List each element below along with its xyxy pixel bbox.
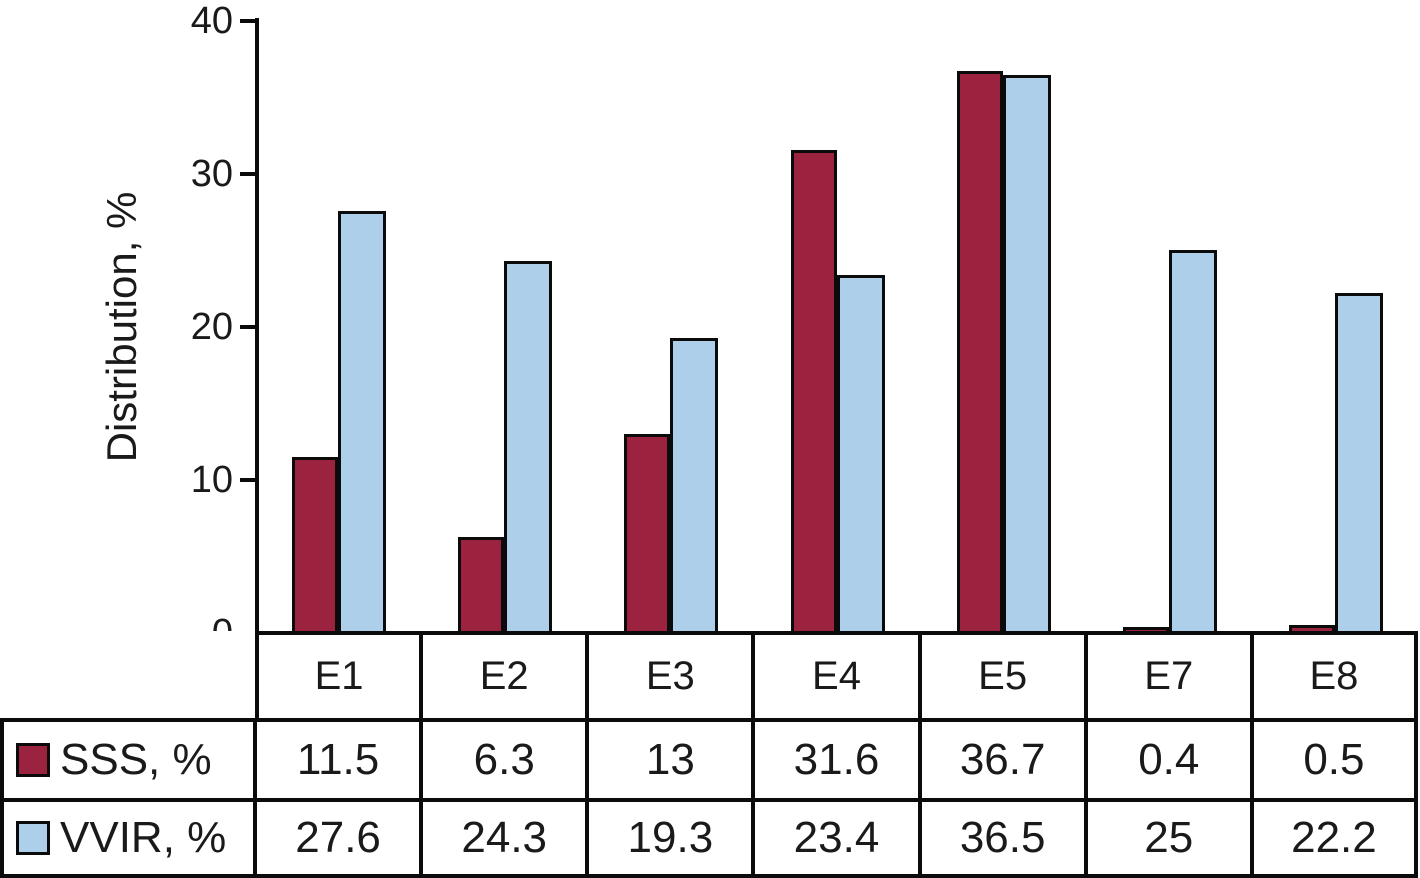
- y-axis-tick-30: [240, 172, 255, 176]
- value-cell-vvir-e5: 36.5: [919, 800, 1086, 878]
- category-cell-e4: E4: [753, 631, 920, 720]
- value-cell-sss-e7: 0.4: [1085, 720, 1252, 800]
- table-corner-spacer: [0, 631, 255, 720]
- y-axis-tick-label-10: 10: [190, 459, 233, 501]
- category-cell-e8: E8: [1251, 631, 1418, 720]
- bar-sss-e3: [624, 434, 671, 635]
- bar-vvir-e2: [504, 261, 553, 635]
- value-cell-vvir-e7: 25: [1085, 800, 1252, 878]
- bar-sss-e5: [956, 71, 1003, 635]
- value-cell-sss-e3: 13: [587, 720, 754, 800]
- value-cell-vvir-e1: 27.6: [255, 800, 422, 878]
- bar-vvir-e5: [1002, 75, 1051, 635]
- sss-series-label: SSS, %: [60, 735, 212, 784]
- y-axis-tick-10: [240, 478, 255, 482]
- bar-sss-e1: [292, 457, 339, 635]
- vvir-series-label: VVIR, %: [60, 813, 227, 862]
- category-cell-e5: E5: [919, 631, 1086, 720]
- legend-cell-sss: SSS, %: [0, 720, 255, 800]
- value-cell-sss-e8: 0.5: [1251, 720, 1418, 800]
- y-axis-tick-label-30: 30: [190, 153, 233, 195]
- bar-vvir-e3: [670, 338, 719, 635]
- value-cell-sss-e5: 36.7: [919, 720, 1086, 800]
- y-axis-tick-label-20: 20: [190, 306, 233, 348]
- bar-sss-e2: [458, 537, 505, 635]
- legend-cell-vvir: VVIR, %: [0, 800, 255, 878]
- category-cell-e1: E1: [255, 631, 422, 720]
- category-cell-e2: E2: [421, 631, 588, 720]
- sss-swatch-icon: [16, 743, 50, 777]
- value-cell-sss-e1: 11.5: [255, 720, 422, 800]
- value-cell-sss-e2: 6.3: [421, 720, 588, 800]
- y-axis-tick-label-40: 40: [190, 0, 233, 42]
- bar-vvir-e4: [836, 275, 885, 635]
- bar-vvir-e1: [338, 211, 387, 635]
- category-cell-e3: E3: [587, 631, 754, 720]
- y-axis-tick-40: [240, 19, 255, 23]
- bar-vvir-e8: [1334, 293, 1383, 635]
- bar-sss-e4: [790, 150, 837, 635]
- vvir-swatch-icon: [16, 821, 50, 855]
- value-cell-vvir-e4: 23.4: [753, 800, 920, 878]
- value-cell-vvir-e2: 24.3: [421, 800, 588, 878]
- data-table: E1 E2 E3 E4 E5 E7 E8 SSS, % 11.5 6.3 13 31.6 36.7 0.4…: [0, 631, 1418, 878]
- bar-vvir-e7: [1168, 250, 1217, 635]
- value-cell-vvir-e3: 19.3: [587, 800, 754, 878]
- value-cell-sss-e4: 31.6: [753, 720, 920, 800]
- value-cell-vvir-e8: 22.2: [1251, 800, 1418, 878]
- y-axis-line: [255, 18, 259, 635]
- category-cell-e7: E7: [1085, 631, 1252, 720]
- y-axis-tick-20: [240, 325, 255, 329]
